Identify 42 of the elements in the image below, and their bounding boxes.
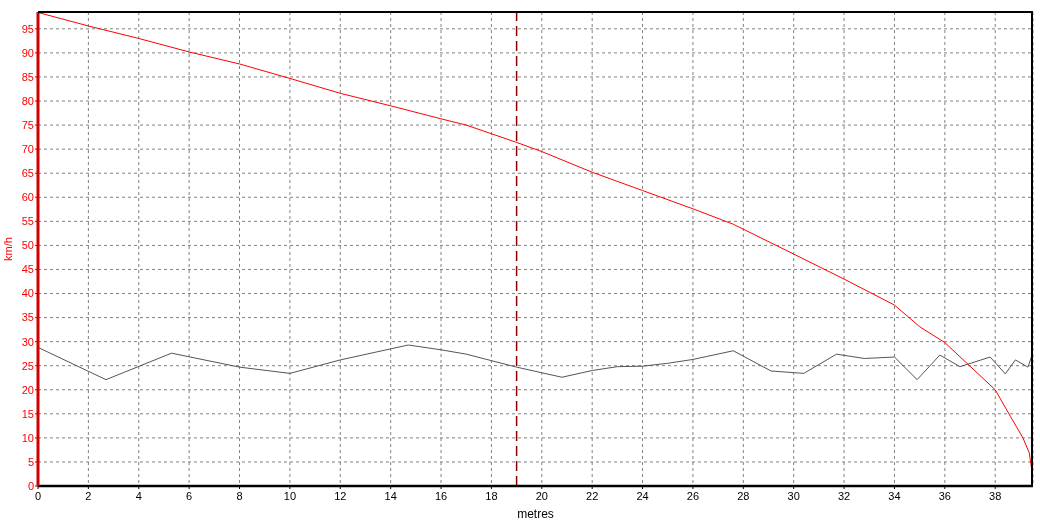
x-tick-label: 12 (334, 489, 347, 502)
y-tick-label: 45 (21, 263, 34, 276)
x-axis-title: metres (517, 507, 554, 521)
x-tick-label: 18 (485, 489, 498, 502)
y-tick-label: 10 (21, 431, 34, 444)
x-tick-label: 10 (283, 489, 297, 502)
x-tick-label: 34 (888, 489, 901, 502)
y-tick-label: 20 (21, 383, 34, 396)
y-tick-label: 60 (21, 191, 34, 204)
x-tick-label: 8 (236, 489, 243, 502)
x-tick-label: 26 (686, 489, 700, 502)
x-tick-label: 16 (434, 489, 448, 502)
x-tick-label: 4 (135, 489, 142, 502)
y-tick-label: 90 (21, 46, 34, 59)
x-tick-label: 24 (636, 489, 649, 502)
x-tick-label: 38 (989, 489, 1002, 502)
y-tick-label: 80 (21, 94, 34, 107)
y-tick-label: 15 (21, 407, 34, 420)
y-tick-label: 5 (27, 455, 34, 468)
y-tick-label: 75 (21, 118, 34, 131)
y-tick-label: 65 (21, 167, 34, 180)
x-tick-label: 36 (938, 489, 951, 502)
y-tick-label: 0 (27, 479, 34, 492)
y-tick-label: 40 (21, 287, 34, 300)
y-tick-label: 50 (21, 239, 34, 252)
y-tick-label: 55 (21, 215, 34, 228)
y-tick-label: 95 (21, 22, 34, 35)
y-tick-label: 85 (21, 70, 34, 83)
x-tick-label: 28 (737, 489, 750, 502)
x-tick-label: 6 (186, 489, 193, 502)
y-tick-label: 25 (21, 359, 34, 372)
x-tick-label: 20 (535, 489, 548, 502)
y-tick-label: 35 (21, 311, 34, 324)
line-series (38, 344, 1033, 381)
x-tick-label: 30 (787, 489, 800, 502)
y-tick-label: 30 (21, 335, 34, 348)
x-tick-label: 22 (586, 489, 599, 502)
y-axis-title: km/h (1, 237, 14, 261)
x-tick-label: 14 (384, 489, 397, 502)
x-tick-label: 2 (85, 489, 92, 502)
x-tick-label: 32 (837, 489, 851, 502)
y-tick-label: 70 (21, 143, 34, 156)
